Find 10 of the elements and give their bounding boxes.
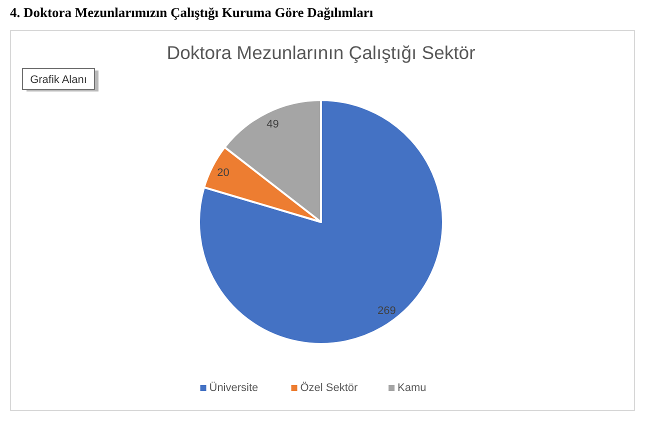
legend-label: Üniversite [209,381,258,394]
pie-slice [198,99,444,345]
data-label: 49 [266,118,279,130]
data-label: 269 [378,304,396,317]
data-label: 20 [217,166,230,179]
text: Grafik Alanı [30,74,87,86]
legend-label: Özel Sektör [300,381,358,394]
legend-label: Kamu [398,382,426,394]
chart-title: Doktora Mezunlarının Çalıştığı Sektör [166,42,476,63]
text: 4. Doktora Mezunlarımızın Çalıştığı Kuruma Göre Dağılımları [10,5,374,20]
